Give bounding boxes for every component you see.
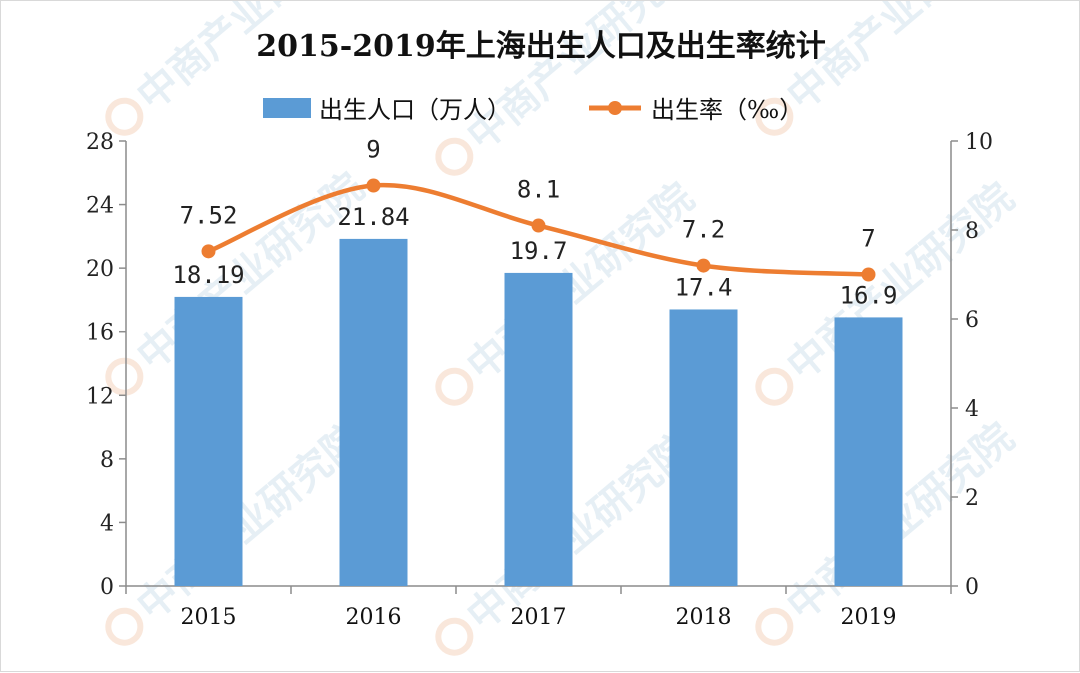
y-right-tick-label: 6 <box>965 308 979 333</box>
zhongshang-logo-icon <box>755 607 794 646</box>
x-tick-label: 2018 <box>676 605 732 630</box>
watermark-text: 中商产业研究院 <box>459 1 703 160</box>
y-left-tick-label: 16 <box>86 321 114 346</box>
zhongshang-logo-icon <box>435 137 474 176</box>
y-right-tick-label: 10 <box>965 130 993 155</box>
bar-series <box>174 238 903 586</box>
zhongshang-logo-icon <box>105 607 144 646</box>
x-tick-label: 2019 <box>841 605 897 630</box>
y-right-tick-label: 8 <box>965 219 979 244</box>
line-data-label: 7 <box>861 225 875 253</box>
zhongshang-logo-icon <box>105 97 144 136</box>
line-data-label: 8.1 <box>517 176 560 204</box>
bar-data-label: 18.19 <box>172 261 244 289</box>
x-tick-label: 2017 <box>511 605 567 630</box>
watermark-text: 中商产业研究院 <box>129 414 373 629</box>
zhongshang-logo-icon <box>755 367 794 406</box>
y-left-tick-label: 0 <box>100 575 114 600</box>
line-point <box>696 258 711 273</box>
line-data-label: 9 <box>366 136 380 164</box>
y-left-tick-label: 28 <box>86 130 114 155</box>
bar <box>504 272 573 586</box>
x-tick-label: 2016 <box>346 605 402 630</box>
line-point <box>531 218 546 233</box>
bar-data-label: 17.4 <box>675 273 733 301</box>
y-left-tick-label: 12 <box>86 384 114 409</box>
y-right-tick-label: 2 <box>965 486 979 511</box>
legend-bar-swatch <box>263 98 311 118</box>
y-right-tick-label: 0 <box>965 575 979 600</box>
zhongshang-logo-icon <box>105 357 144 396</box>
line-point <box>861 267 876 282</box>
bar <box>834 317 903 586</box>
y-right-tick-label: 4 <box>965 397 979 422</box>
y-left-tick-label: 24 <box>86 194 114 219</box>
legend-bar-label: 出生人口（万人） <box>319 96 511 124</box>
bar-data-label: 16.9 <box>840 281 898 309</box>
zhongshang-logo-icon <box>435 367 474 406</box>
watermark-text: 中商产业研究院 <box>129 164 373 379</box>
legend: 出生人口（万人） 出生率（‰） <box>263 96 803 124</box>
chart-title: 2015-2019年上海出生人口及出生率统计 <box>256 29 825 64</box>
bar <box>174 296 243 586</box>
x-tick-label: 2015 <box>181 605 237 630</box>
line-data-label: 7.2 <box>682 216 725 244</box>
line-data-label: 7.52 <box>180 201 238 229</box>
y-left-tick-label: 4 <box>100 511 114 536</box>
legend-line-marker <box>608 101 622 115</box>
zhongshang-logo-icon <box>435 617 474 656</box>
watermark-text: 中商产业研究院 <box>459 424 703 639</box>
data-labels: 18.19 21.84 19.7 17.4 16.9 7.52 9 8.1 7.2 7 <box>172 136 897 310</box>
y-left-tick-label: 20 <box>86 257 114 282</box>
line-point <box>366 178 381 193</box>
line-point <box>201 244 216 259</box>
zhongshang-logo-icon <box>755 97 794 136</box>
y-left-tick-label: 8 <box>100 448 114 473</box>
bar <box>669 309 738 586</box>
bar-data-label: 19.7 <box>510 237 568 265</box>
line-series <box>201 178 876 282</box>
watermark-text: 中商产业研究院 <box>459 174 703 389</box>
legend-line-label: 出生率（‰） <box>651 96 803 124</box>
bar <box>339 238 408 586</box>
bar-data-label: 21.84 <box>337 203 409 231</box>
